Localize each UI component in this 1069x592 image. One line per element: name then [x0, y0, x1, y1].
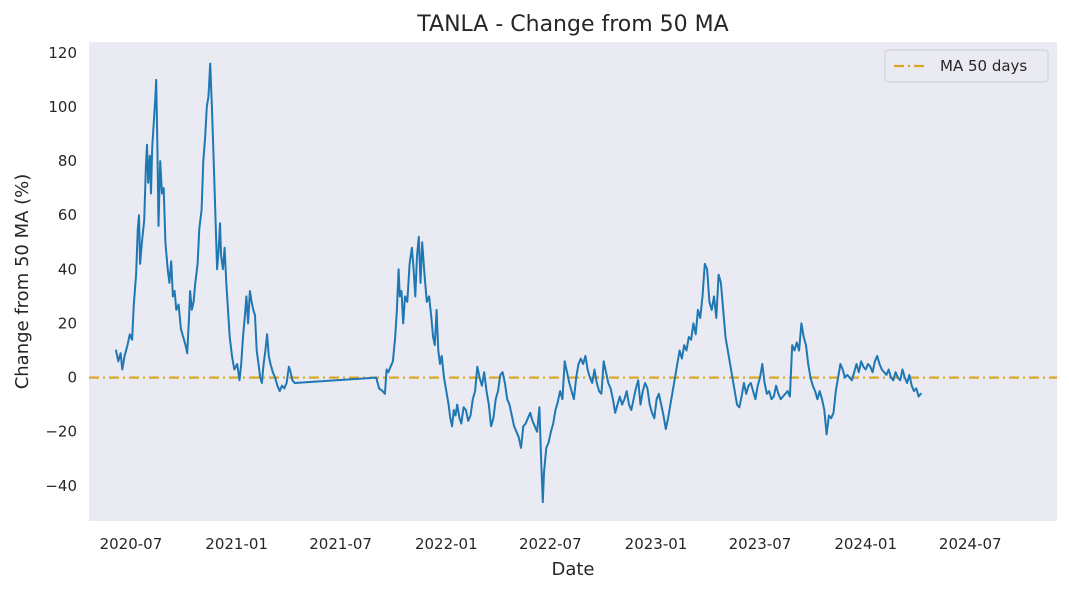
y-tick-label: 80 — [58, 152, 77, 170]
y-tick-label: 120 — [48, 44, 77, 62]
y-tick-label: −20 — [45, 423, 77, 441]
x-tick-label: 2022-01 — [415, 535, 478, 553]
x-tick-label: 2022-07 — [519, 535, 582, 553]
legend-box — [884, 49, 1049, 83]
x-tick-label: 2023-07 — [729, 535, 792, 553]
y-axis-label: Change from 50 MA (%) — [12, 174, 33, 390]
chart-title: TANLA - Change from 50 MA — [416, 12, 728, 37]
y-tick-label: 0 — [67, 369, 77, 387]
series-line — [115, 62, 922, 504]
x-tick-label: 2020-07 — [100, 535, 163, 553]
y-tick-label: −40 — [45, 477, 77, 495]
x-tick-label: 2021-07 — [309, 535, 372, 553]
legend-label: MA 50 days — [940, 57, 1027, 75]
x-axis-ticks: 2020-07 2021-01 2021-07 2022-01 2022-07 2023-… — [100, 535, 1002, 553]
x-tick-label: 2021-01 — [205, 535, 268, 553]
x-tick-label: 2023-01 — [625, 535, 688, 553]
y-tick-label: 60 — [58, 206, 77, 224]
legend: MA 50 days — [884, 49, 1049, 83]
x-tick-label: 2024-07 — [939, 535, 1002, 553]
y-tick-label: 20 — [58, 314, 77, 332]
series-layer — [115, 62, 922, 504]
y-tick-label: 100 — [48, 98, 77, 116]
x-tick-label: 2024-01 — [834, 535, 897, 553]
y-axis-ticks: −40 −20 0 20 40 60 80 100 120 — [45, 44, 77, 495]
x-axis-label: Date — [551, 559, 594, 580]
y-tick-label: 40 — [58, 260, 77, 278]
plot-area — [89, 42, 1057, 521]
